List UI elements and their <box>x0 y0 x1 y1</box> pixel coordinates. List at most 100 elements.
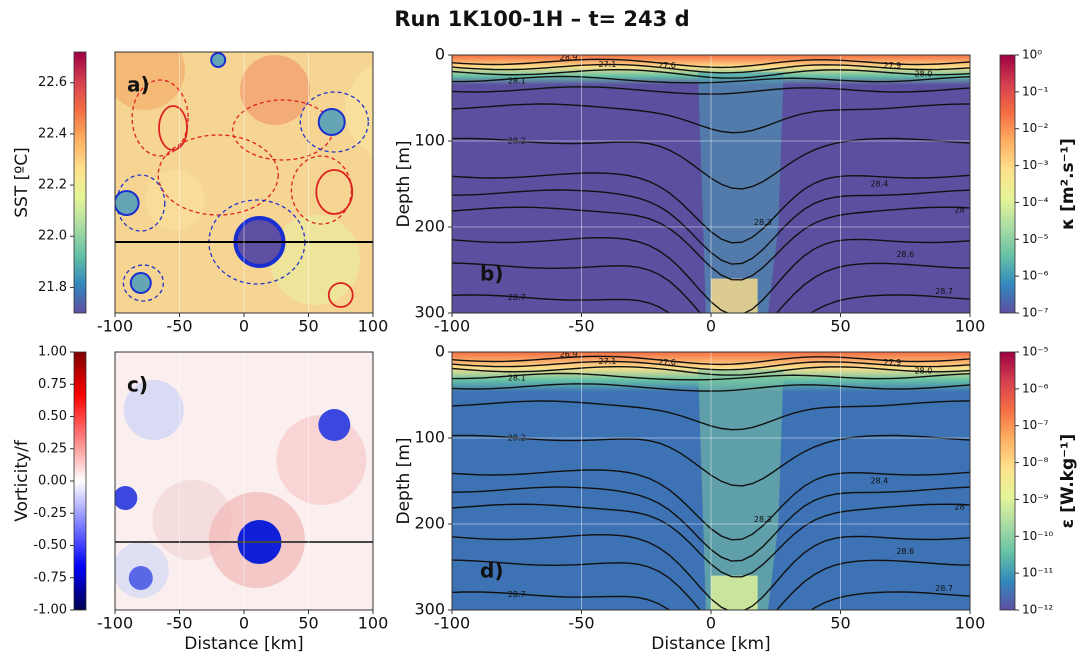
y-tick-label: 0 <box>435 342 445 361</box>
colorbar-tick-label: 10⁻³ <box>1022 158 1049 172</box>
density-contour <box>452 206 970 281</box>
colorbar-tick-label: -0.75 <box>33 570 67 585</box>
contour <box>327 282 354 308</box>
contour-label: 26.9 <box>560 350 578 359</box>
contour-label: 28.3 <box>754 515 772 524</box>
density-contour <box>452 236 970 313</box>
density-contour <box>452 591 970 610</box>
y-tick-label: 0 <box>435 45 445 64</box>
eddy-core <box>128 566 153 590</box>
x-tick-label: 0 <box>706 614 716 633</box>
x-tick-label: -100 <box>434 614 470 633</box>
contour-label: 28.7 <box>935 584 953 593</box>
panel-label: d) <box>480 559 503 583</box>
contour-label: 28.6 <box>896 547 914 556</box>
density-contour <box>452 400 970 431</box>
density-contour <box>452 503 970 578</box>
density-contour <box>452 63 970 74</box>
density-contour <box>452 372 970 381</box>
colorbar-tick-label: 10⁻¹⁰ <box>1022 529 1053 543</box>
contour-label: 27.6 <box>658 358 676 367</box>
density-contour <box>452 58 970 69</box>
plot-area <box>115 352 373 610</box>
contour-dashed <box>157 134 279 216</box>
colorbar <box>999 54 1016 314</box>
density-contour <box>452 365 970 376</box>
y-tick-label: 200 <box>414 217 445 236</box>
x-axis-label: Distance [km] <box>651 634 770 654</box>
y-axis-label: Depth [m] <box>394 140 414 227</box>
density-contour <box>452 355 970 366</box>
contour-label: 28.0 <box>914 366 932 375</box>
contour <box>210 52 227 68</box>
plume-core <box>711 575 758 610</box>
density-contour <box>452 559 970 610</box>
contour-label: 28.2 <box>508 137 526 146</box>
panel-label: b) <box>480 262 503 286</box>
contour-label: 28.3 <box>754 218 772 227</box>
y-tick-label: 100 <box>414 428 445 447</box>
plume <box>698 72 784 313</box>
contour-label: 28 <box>955 502 965 511</box>
colorbar-tick-label: 10⁻⁶ <box>1022 269 1049 283</box>
contour-dashed <box>116 174 166 232</box>
x-tick-label: 50 <box>830 614 850 633</box>
density-contour <box>452 486 970 562</box>
colorbar-tick-label: 10⁻⁴ <box>1022 195 1049 209</box>
colorbar-tick-label: 10⁻¹² <box>1022 603 1053 617</box>
contour <box>317 108 346 136</box>
colorbar-tick-label: 10⁻⁵ <box>1022 232 1049 246</box>
colorbar-tick-label: -1.00 <box>33 603 67 618</box>
contour-label: 28.4 <box>870 180 888 189</box>
x-tick-label: -50 <box>166 317 192 336</box>
colorbar-tick-label: 0.75 <box>38 377 67 392</box>
x-tick-label: 50 <box>298 317 318 336</box>
plot-area: 26.9 27.1 27.6 27.9 28.0 28.1 28.2 28.3 28.4 28 28… <box>452 350 970 610</box>
contour <box>315 169 354 215</box>
colorbar <box>73 51 87 314</box>
contour-label: 28.9 <box>560 53 578 62</box>
colorbar-tick-label: 0.25 <box>38 441 67 456</box>
density-contour <box>452 86 970 95</box>
colorbar-tick-label: -0.50 <box>33 538 67 553</box>
field-patch <box>123 380 184 440</box>
y-tick-label: 300 <box>414 600 445 619</box>
contour <box>158 105 188 151</box>
x-tick-label: 0 <box>706 317 716 336</box>
density-contour <box>452 360 970 371</box>
contour-label: 27.9 <box>883 61 901 70</box>
x-tick-label: -100 <box>434 317 470 336</box>
colorbar <box>73 351 87 611</box>
density-contour <box>452 434 970 487</box>
panel-label: a) <box>127 73 150 97</box>
colorbar-tick-label: 22.0 <box>38 229 67 244</box>
density-contour <box>452 189 970 265</box>
colorbar-tick-label: 22.4 <box>38 126 67 141</box>
plot-area <box>115 52 373 313</box>
plot-area: 28.9 27.1 27.6 27.9 28.0 28.1 28.2 28.3 28.4 28 28… <box>452 53 970 313</box>
colorbar-tick-label: 10⁻⁸ <box>1022 455 1049 469</box>
density-contour <box>452 383 970 392</box>
panel-label: c) <box>127 373 148 397</box>
x-tick-label: -50 <box>166 614 192 633</box>
density-contour <box>452 172 970 244</box>
density-contour <box>452 469 970 541</box>
contour-label: 28.1 <box>508 76 526 85</box>
contour-dashed <box>299 91 369 153</box>
colorbar-tick-label: 22.2 <box>38 178 67 193</box>
contour-label: 27.1 <box>598 60 616 69</box>
colorbar-label: ε [W.kg⁻¹] <box>1058 434 1078 529</box>
density-contour <box>452 262 970 313</box>
y-axis-label: Depth [m] <box>394 437 414 524</box>
colorbar-tick-label: 0.50 <box>38 409 67 424</box>
colorbar-tick-label: 10⁻⁶ <box>1022 381 1049 395</box>
colorbar-label: κ [m².s⁻¹] <box>1058 138 1078 230</box>
x-tick-label: 100 <box>955 317 986 336</box>
x-tick-label: 50 <box>298 614 318 633</box>
x-tick-label: -100 <box>97 317 133 336</box>
y-tick-label: 300 <box>414 303 445 322</box>
x-tick-label: -50 <box>568 317 594 336</box>
x-tick-label: 50 <box>830 317 850 336</box>
density-contour <box>452 68 970 79</box>
